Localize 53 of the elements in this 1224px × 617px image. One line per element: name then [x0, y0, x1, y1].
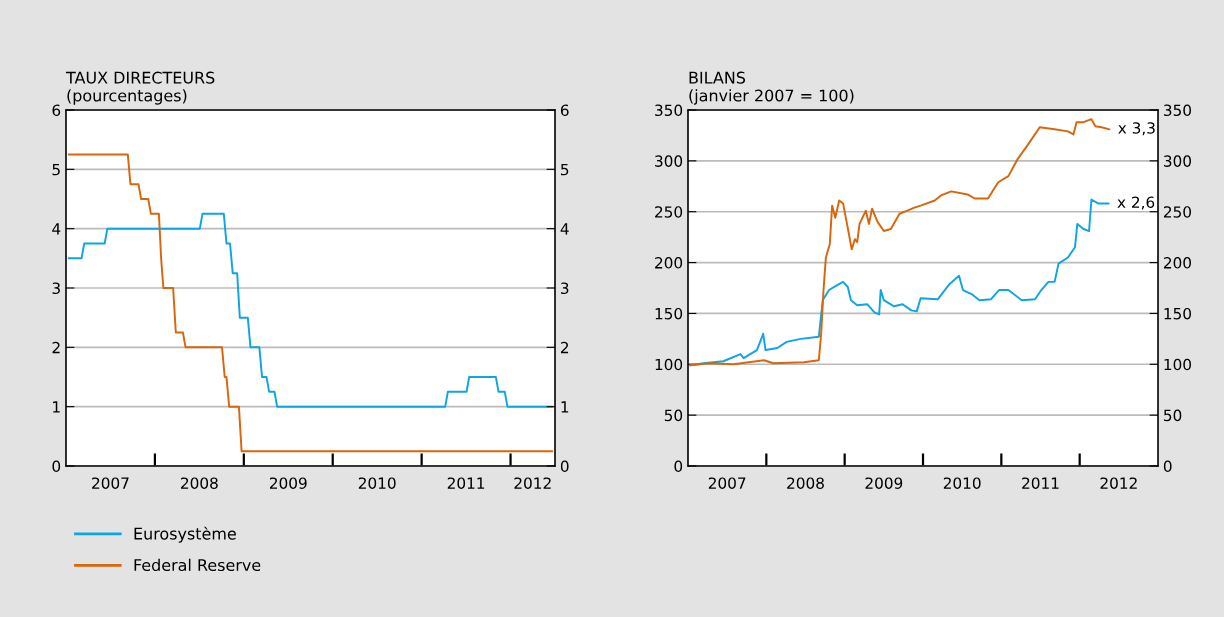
- y-tick-label: 200: [655, 257, 683, 269]
- x-tick-label: 2008: [181, 477, 218, 489]
- y2-tick-label: 0: [1163, 460, 1172, 473]
- chart-title: TAUX DIRECTEURS: [65, 71, 215, 84]
- y-tick-label: 350: [655, 104, 683, 117]
- y-tick-label: 250: [655, 206, 683, 218]
- y-tick-label: 5: [52, 164, 60, 176]
- annotation: x 3,3: [1118, 122, 1155, 136]
- y2-tick-label: 100: [1164, 358, 1192, 371]
- line-series: [67, 212, 554, 408]
- x-tick-label: 2012: [1100, 477, 1137, 489]
- y-tick-label: 4: [52, 223, 61, 235]
- y2-tick-label: 50: [1164, 409, 1182, 422]
- y2-tick-label: 150: [1164, 307, 1192, 320]
- x-tick-label: 2011: [1022, 477, 1059, 489]
- x-tick-label: 2009: [865, 477, 903, 489]
- x-tick-label: 2011: [447, 477, 485, 489]
- y2-tick-label: 0: [560, 460, 569, 473]
- y2-tick-label: 350: [1164, 104, 1192, 117]
- y-tick-label: 0: [52, 460, 61, 473]
- y-tick-label: 50: [664, 409, 683, 422]
- y-tick-label: 3: [52, 282, 60, 295]
- y-tick-label: 2: [52, 341, 60, 354]
- y-tick-label: 0: [674, 460, 683, 473]
- y2-tick-label: 250: [1163, 206, 1192, 218]
- y2-tick-label: 2: [560, 341, 569, 354]
- y-tick-label: 6: [52, 104, 61, 117]
- chart-title: BILANS: [689, 71, 746, 84]
- y-tick-label: 300: [655, 155, 683, 167]
- y2-tick-label: 3: [561, 282, 569, 295]
- y-tick-label: 1: [53, 401, 60, 413]
- legend-label: Eurosystème: [134, 526, 236, 543]
- annotation: x 2,6: [1117, 196, 1155, 210]
- y-tick-label: 100: [655, 358, 683, 371]
- y2-tick-label: 200: [1163, 257, 1192, 269]
- x-tick-label: 2009: [269, 477, 307, 489]
- legend-label: Federal Reserve: [134, 558, 261, 572]
- x-tick-label: 2007: [708, 477, 746, 489]
- y-tick-label: 150: [655, 307, 683, 320]
- y2-tick-label: 5: [561, 164, 569, 176]
- y2-tick-label: 300: [1164, 155, 1192, 167]
- chart-subtitle: (janvier 2007 = 100): [689, 89, 854, 105]
- y2-tick-label: 4: [560, 223, 569, 235]
- x-tick-label: 2007: [92, 477, 129, 489]
- y2-tick-label: 1: [561, 401, 569, 413]
- line-series: [67, 153, 554, 453]
- line-series: [689, 118, 1111, 367]
- y2-tick-label: 6: [560, 104, 569, 117]
- x-tick-label: 2010: [358, 477, 396, 489]
- chart-subtitle: (pourcentages): [67, 89, 187, 105]
- x-tick-label: 2012: [514, 477, 551, 489]
- x-tick-label: 2008: [787, 477, 824, 489]
- x-tick-label: 2010: [943, 477, 981, 489]
